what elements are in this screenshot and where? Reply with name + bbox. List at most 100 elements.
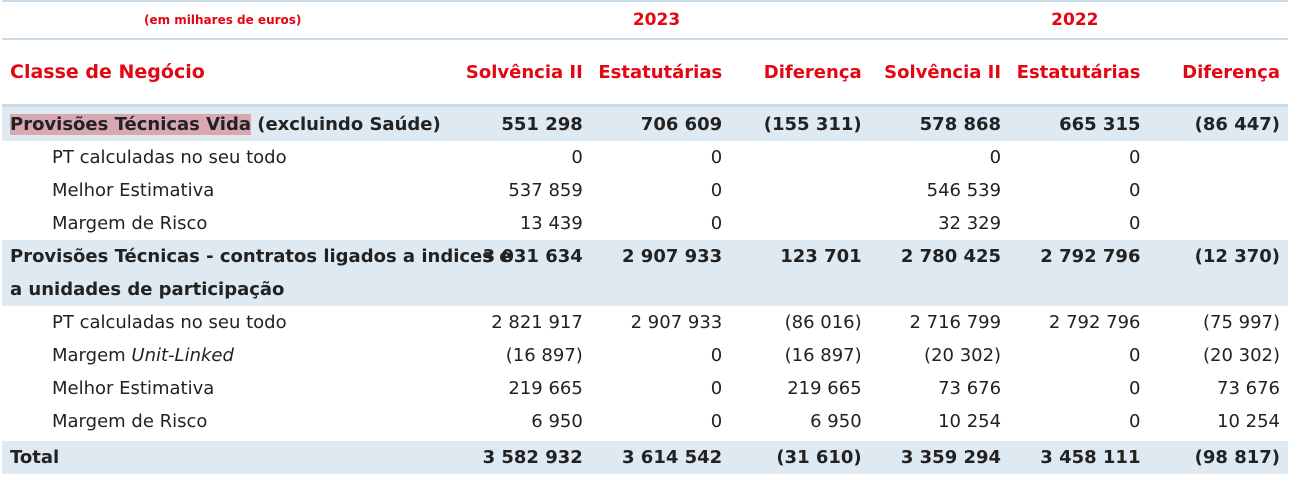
table-row: Margem Unit-Linked (16 897) 0 (16 897) (…: [2, 339, 1288, 372]
row-label: Margem Unit-Linked: [2, 339, 451, 372]
cell: 123 701: [730, 240, 870, 306]
row-label: Provisões Técnicas - contratos ligados a…: [2, 240, 512, 306]
label-italic: Unit-Linked: [131, 345, 234, 366]
cell: 0: [710, 411, 723, 432]
cell: 0: [1129, 411, 1141, 432]
label-plain: Margem: [52, 345, 132, 366]
cell: 546 539: [926, 180, 1002, 201]
cell: 2 792 796: [1009, 240, 1149, 306]
cell: 0: [989, 147, 1002, 168]
table-row: Melhor Estimativa 219 665 0 219 665 73 6…: [2, 372, 1288, 405]
cell: (16 897): [505, 345, 583, 366]
cell: 73 676: [1217, 378, 1280, 399]
cell: (12 370): [1148, 240, 1288, 306]
cell: 0: [710, 345, 723, 366]
cell: 3 359 294: [869, 438, 1010, 474]
cell: 10 254: [1217, 411, 1280, 432]
cell: [730, 141, 869, 174]
cell: (20 302): [924, 345, 1002, 366]
cell: 32 329: [938, 213, 1002, 234]
table-row: Melhor Estimativa 537 859 0 546 539 0: [2, 174, 1288, 207]
cell: 2 716 799: [909, 312, 1002, 333]
row-label: PT calculadas no seu todo: [52, 312, 287, 333]
cell: 2 821 917: [491, 312, 583, 333]
cell: 10 254: [938, 411, 1002, 432]
row-label: PT calculadas no seu todo: [52, 147, 287, 168]
cell: 0: [1129, 345, 1141, 366]
unit-note: (em milhares de euros): [2, 0, 452, 40]
row-label: Melhor Estimativa: [52, 180, 215, 201]
row-label: Melhor Estimativa: [52, 378, 215, 399]
cell: 3 031 634: [451, 240, 591, 306]
cell: (31 610): [730, 438, 870, 474]
cell: (155 311): [730, 105, 870, 141]
cell: (16 897): [784, 345, 862, 366]
cell: 0: [710, 147, 723, 168]
cell: 3 582 932: [451, 438, 591, 474]
cell: 0: [710, 378, 723, 399]
col-header-solvencia-2023: Solvência II: [451, 39, 591, 107]
cell: (20 302): [1202, 345, 1280, 366]
cell: 0: [1129, 213, 1141, 234]
table-row: Margem de Risco 6 950 0 6 950 10 254 0 1…: [2, 405, 1288, 440]
col-header-estatutarias-2023: Estatutárias: [590, 39, 731, 107]
cell: 0: [1129, 147, 1141, 168]
cell: [730, 174, 869, 207]
row-label: Margem de Risco: [52, 411, 208, 432]
year-2023-header: 2023: [451, 0, 870, 40]
cell: 578 868: [869, 105, 1010, 141]
cell: [1149, 141, 1289, 174]
cell: [730, 207, 869, 240]
cell: 13 439: [519, 213, 583, 234]
col-header-estatutarias-2022: Estatutárias: [1009, 39, 1149, 107]
cell: 0: [710, 180, 723, 201]
cell: 6 950: [810, 411, 862, 432]
cell: 6 950: [531, 411, 583, 432]
cell: (98 817): [1148, 438, 1288, 474]
cell: 706 609: [590, 105, 731, 141]
cell: 3 458 111: [1009, 438, 1149, 474]
row-label: Margem de Risco: [52, 213, 208, 234]
cell: 537 859: [508, 180, 583, 201]
class-header: Classe de Negócio: [2, 39, 452, 107]
cell: [1149, 207, 1289, 240]
cell: 73 676: [938, 378, 1002, 399]
cell: (86 016): [784, 312, 862, 333]
cell: 2 907 933: [590, 240, 731, 306]
cell: 2 792 796: [1048, 312, 1141, 333]
cell: 551 298: [451, 105, 591, 141]
cell: 0: [1129, 378, 1141, 399]
cell: 2 780 425: [869, 240, 1010, 306]
cell: 665 315: [1009, 105, 1149, 141]
cell: (75 997): [1202, 312, 1280, 333]
row-label-line-1: Provisões Técnicas - contratos ligados a…: [10, 246, 512, 267]
cell: 0: [710, 213, 723, 234]
year-2022-header: 2022: [869, 0, 1288, 40]
col-header-diferenca-2023: Diferença: [730, 39, 870, 107]
cell: 2 907 933: [630, 312, 723, 333]
cell: 0: [571, 147, 583, 168]
cell: 3 614 542: [590, 438, 731, 474]
col-header-solvencia-2022: Solvência II: [869, 39, 1010, 107]
table-row: Provisões Técnicas Vida (excluindo Saúde…: [2, 105, 1288, 141]
total-label: Total: [2, 438, 452, 474]
cell: 219 665: [787, 378, 862, 399]
cell: 219 665: [508, 378, 583, 399]
table-row: Provisões Técnicas - contratos ligados a…: [2, 240, 1288, 306]
table-row: Margem de Risco 13 439 0 32 329 0: [2, 207, 1288, 240]
col-header-diferenca-2022: Diferença: [1148, 39, 1288, 107]
row-label: Provisões Técnicas Vida (excluindo Saúde…: [2, 105, 452, 141]
cell: [1149, 174, 1289, 207]
table-row: PT calculadas no seu todo 2 821 917 2 90…: [2, 306, 1288, 339]
table-row: PT calculadas no seu todo 0 0 0 0: [2, 141, 1288, 174]
label-suffix: (excluindo Saúde): [250, 113, 441, 135]
cell: 0: [1129, 180, 1141, 201]
year-header-row: (em milhares de euros) 2023 2022: [2, 0, 1288, 40]
total-row: Total 3 582 932 3 614 542 (31 610) 3 359…: [2, 438, 1288, 474]
cell: (86 447): [1148, 105, 1288, 141]
row-label-line-2: a unidades de participação: [10, 279, 285, 300]
highlighted-label: Provisões Técnicas Vida: [10, 113, 251, 135]
column-header-row: Classe de Negócio Solvência II Estatutár…: [2, 39, 1288, 107]
